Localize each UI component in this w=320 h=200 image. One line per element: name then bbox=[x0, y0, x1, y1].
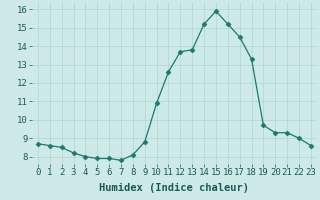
X-axis label: Humidex (Indice chaleur): Humidex (Indice chaleur) bbox=[100, 183, 249, 193]
